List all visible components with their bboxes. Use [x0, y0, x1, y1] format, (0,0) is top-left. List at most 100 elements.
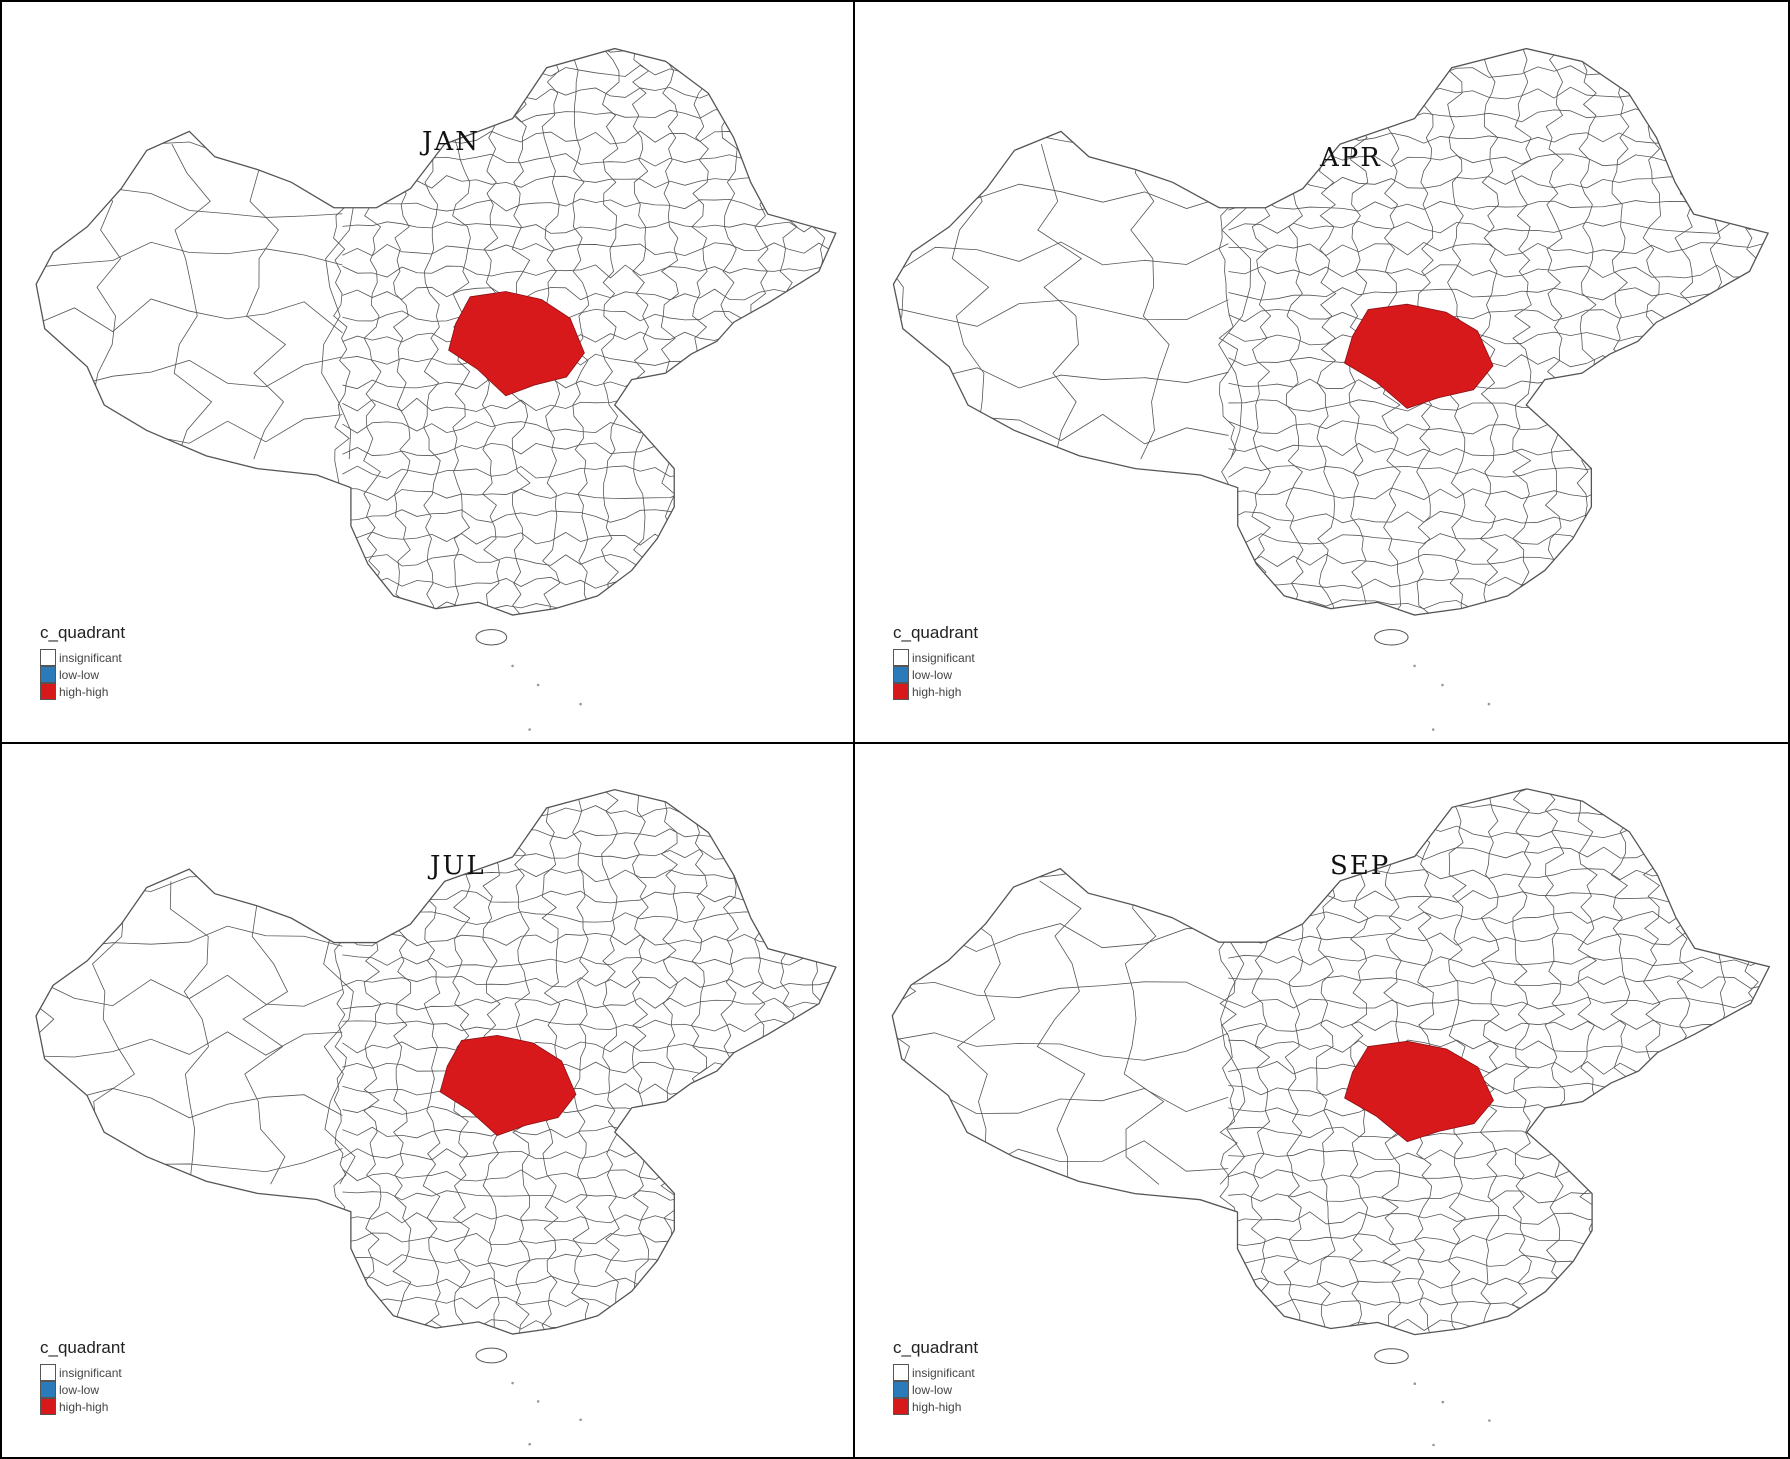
map-panel-jul: JUL c_quadrant insignificant low-low hig…: [2, 744, 855, 1457]
country-outline: [891, 788, 1771, 1336]
region-boundary: [36, 974, 343, 1007]
region-boundary: [1228, 287, 1766, 301]
country-outline: [892, 47, 1770, 616]
region-boundary: [1707, 788, 1728, 1335]
legend-swatch-high-high: [40, 683, 56, 700]
region-boundary: [169, 881, 209, 1185]
legend-item-high-high: high-high: [40, 1398, 125, 1415]
region-boundary: [1228, 975, 1768, 989]
region-boundary: [171, 143, 213, 460]
region-boundary: [1228, 48, 1766, 56]
region-boundary: [1675, 788, 1696, 1335]
small-island: [536, 683, 540, 687]
legend-swatch-low-low: [40, 1381, 56, 1398]
legend-item-insignificant: insignificant: [893, 649, 978, 666]
small-island: [1488, 1419, 1491, 1422]
legend: c_quadrant insignificant low-low high-hi…: [893, 623, 978, 700]
region-boundary: [1674, 48, 1694, 616]
panel-title: JUL: [430, 851, 486, 881]
small-island: [1441, 1400, 1445, 1404]
china-map: [891, 788, 1771, 1447]
legend-swatch-insignificant: [40, 649, 56, 666]
island: [475, 629, 508, 646]
legend-title: c_quadrant: [893, 1338, 979, 1357]
region-boundary: [36, 1088, 343, 1119]
region-boundary: [1740, 788, 1760, 1335]
legend-swatch-high-high: [893, 683, 909, 700]
legend-item-insignificant: insignificant: [40, 1364, 125, 1381]
region-boundary: [342, 198, 834, 212]
china-map: [892, 47, 1770, 731]
panel-title: JAN: [422, 127, 480, 157]
region-boundary: [571, 48, 590, 616]
legend-swatch-insignificant: [893, 1364, 909, 1381]
region-boundary: [893, 143, 920, 460]
region-boundary: [1479, 788, 1500, 1335]
map-panel-sep: SEP c_quadrant insignificant low-low hig…: [855, 744, 1788, 1457]
region-boundary: [342, 221, 834, 234]
high-high-cluster: [1344, 303, 1494, 409]
island: [475, 1347, 508, 1364]
region-boundary: [750, 789, 768, 1335]
region-boundary: [242, 881, 289, 1185]
region-boundary: [1228, 996, 1768, 1010]
legend-item-high-high: high-high: [40, 683, 125, 700]
region-boundary: [1228, 264, 1766, 279]
high-high-cluster: [1344, 1040, 1494, 1143]
region-boundary: [1037, 144, 1083, 460]
small-island: [579, 1418, 582, 1422]
legend-item-high-high: high-high: [893, 1398, 978, 1415]
region-boundary: [954, 880, 1001, 1185]
high-high-cluster: [439, 1034, 577, 1136]
region-boundary: [750, 48, 769, 616]
small-island: [1441, 683, 1444, 687]
small-island: [1431, 728, 1435, 731]
island: [1374, 629, 1409, 646]
legend-title: c_quadrant: [893, 623, 979, 642]
region-boundary: [36, 241, 343, 268]
region-boundary: [601, 789, 620, 1335]
small-island: [511, 1381, 514, 1385]
china-map: [35, 788, 837, 1446]
legend-title: c_quadrant: [40, 623, 126, 642]
region-boundary: [809, 48, 828, 616]
region-boundary: [779, 48, 799, 616]
region-boundary: [1228, 241, 1766, 256]
map-panel-apr: APR c_quadrant insignificant low-low hig…: [855, 2, 1788, 744]
legend: c_quadrant insignificant low-low high-hi…: [40, 623, 125, 700]
legend-item-low-low: low-low: [40, 1381, 125, 1398]
small-island: [579, 702, 582, 706]
region-boundary: [1228, 788, 1768, 796]
region-boundary: [1228, 199, 1766, 212]
region-boundary: [892, 981, 1229, 1003]
legend-item-low-low: low-low: [893, 1381, 978, 1398]
region-boundary: [1130, 144, 1170, 460]
legend: c_quadrant insignificant low-low high-hi…: [40, 1338, 125, 1415]
region-boundary: [1036, 880, 1086, 1185]
region-boundary: [246, 143, 287, 460]
small-island: [536, 1400, 540, 1403]
legend-item-insignificant: insignificant: [893, 1364, 978, 1381]
legend-item-high-high: high-high: [893, 683, 978, 700]
legend-item-insignificant: insignificant: [40, 649, 125, 666]
legend-swatch-low-low: [893, 666, 909, 683]
region-boundary: [631, 48, 650, 616]
region-boundary: [342, 975, 834, 990]
map-panel-jan: JAN c_quadrant insignificant low-low hig…: [2, 2, 855, 744]
legend-swatch-high-high: [40, 1398, 56, 1415]
region-boundary: [1228, 932, 1768, 946]
region-boundary: [342, 264, 834, 279]
small-island: [511, 664, 514, 668]
small-island: [1413, 664, 1416, 668]
high-high-cluster: [448, 291, 585, 397]
region-boundary: [342, 286, 834, 301]
legend-swatch-insignificant: [40, 1364, 56, 1381]
region-boundary: [342, 242, 834, 257]
region-boundary: [1228, 1019, 1768, 1032]
region-boundary: [1123, 880, 1165, 1185]
region-boundary: [892, 1032, 1229, 1061]
legend-swatch-high-high: [893, 1398, 909, 1415]
region-boundary: [342, 1018, 834, 1033]
region-boundary: [1511, 788, 1532, 1335]
